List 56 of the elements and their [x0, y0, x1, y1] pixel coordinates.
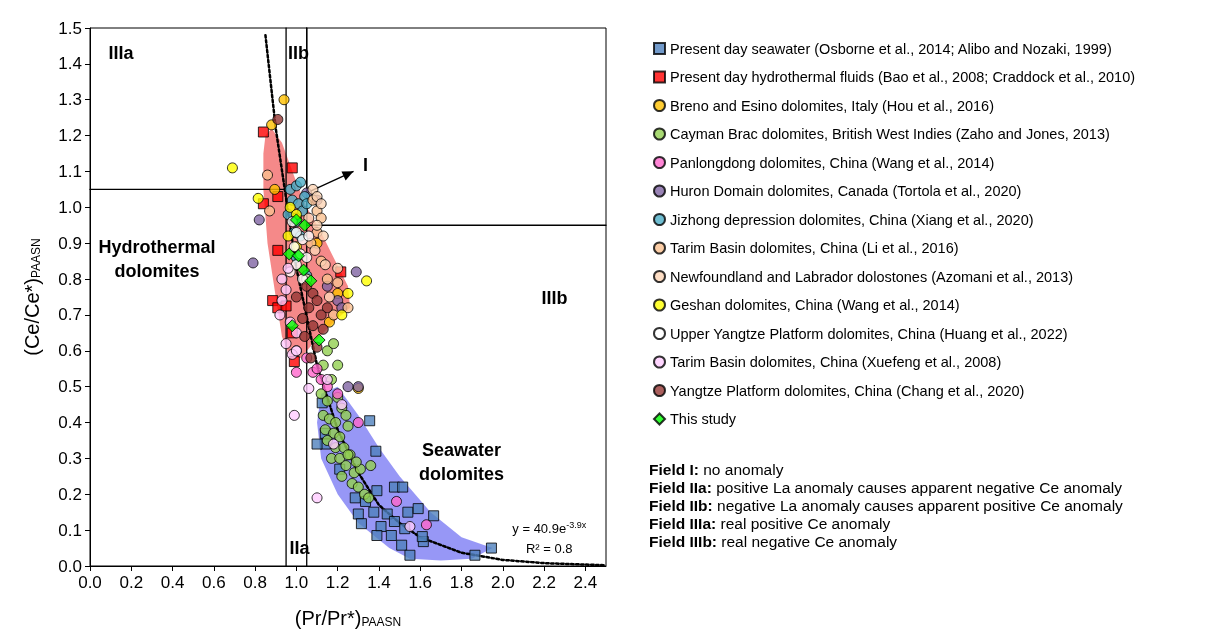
- legend-label: Cayman Brac dolomites, British West Indies (Zaho and Jones, 2013): [670, 126, 1110, 142]
- x-tick-label: 1.2: [325, 573, 350, 592]
- x-tick-label: 0.2: [119, 573, 144, 592]
- annotation: IIIa: [108, 43, 135, 64]
- y-tick-label: 1.2: [58, 126, 82, 146]
- y-tick-label: 0.7: [58, 305, 82, 325]
- legend-label: Geshan dolomites, China (Wang et al., 2014): [670, 297, 960, 313]
- x-tick-label: 1.8: [449, 573, 474, 592]
- legend-label: Present day seawater (Osborne et al., 2014; Alibo and Nozaki, 1999): [670, 40, 1112, 57]
- y-tick-label: 0.2: [58, 484, 82, 504]
- annotation: R² = 0.8: [525, 540, 573, 556]
- text: Field I: no anomaly: [649, 460, 784, 478]
- x-tick-label: 0.8: [243, 573, 267, 592]
- annotation: Hydrothermal dolomites: [98, 236, 216, 281]
- y-tick-label: 0.8: [58, 269, 82, 289]
- y-tick-label: 0.0: [58, 556, 82, 576]
- y-tick-label: 1.0: [58, 197, 82, 217]
- legend-label: Present day hydrothermal fluids (Bao et al., 2008; Craddock et al., 2010): [670, 69, 1136, 85]
- y-tick-label: 0.5: [58, 377, 82, 397]
- legend-label: Jizhong depression dolomites, China (Xiang et al., 2020): [670, 211, 1034, 228]
- legend-label: Breno and Esino dolomites, Italy (Hou et al., 2016): [670, 97, 995, 114]
- y-tick-label: 0.1: [58, 520, 82, 540]
- y-tick-label: 1.5: [58, 18, 82, 38]
- x-tick-label: 0.4: [160, 573, 185, 592]
- y-tick-label: 0.3: [58, 448, 82, 468]
- annotation: I: [363, 155, 369, 176]
- x-tick-label: 0.6: [202, 573, 226, 592]
- annotation: Seawater dolomites: [419, 439, 505, 484]
- legend-label: Tarim Basin dolomites, China (Xuefeng et al., 2008): [670, 354, 1002, 370]
- x-tick-label: 1.0: [284, 573, 309, 592]
- x-tick-label: 2.2: [532, 573, 556, 592]
- y-tick-label: 1.4: [58, 54, 82, 74]
- y-tick-label: 0.4: [58, 413, 82, 433]
- legend-label: Yangtze Platform dolomites, China (Chang et al., 2020): [670, 382, 1025, 399]
- x-tick-label: 2.0: [490, 573, 515, 592]
- text: Field IIb: negative La anomaly causes apparent positive Ce anomaly: [649, 496, 1124, 514]
- text: Field IIa: positive La anomaly causes apparent negative Ce anomaly: [649, 478, 1123, 496]
- y-tick-label: 1.1: [58, 161, 82, 181]
- y-tick-label: 0.6: [58, 341, 82, 361]
- legend-label: Newfoundland and Labrador dolostones (Azomani et al., 2013): [670, 268, 1074, 285]
- x-tick-label: 1.4: [367, 573, 391, 592]
- x-axis-title: (Pr/Pr*)PAASN: [294, 607, 402, 629]
- x-tick-label: 0.0: [78, 573, 102, 592]
- text: Field IIIb: real negative Ce anomaly: [649, 532, 898, 550]
- x-tick-label: 1.6: [408, 573, 433, 592]
- x-tick-label: 2.4: [573, 573, 598, 592]
- legend-label: Upper Yangtze Platform dolomites, China (Huang et al., 2022): [670, 325, 1068, 342]
- legend-label: Huron Domain dolomites, Canada (Tortola et al., 2020): [670, 183, 1022, 199]
- y-tick-label: 1.3: [58, 90, 82, 110]
- legend-label: Panlongdong dolomites, China (Wang et al., 2014): [670, 154, 995, 171]
- annotation: IIIb: [541, 288, 568, 309]
- legend-label: This study: [670, 411, 737, 427]
- y-axis-title: (Ce/Ce*)PAASN: [21, 238, 43, 356]
- y-tick-label: 0.9: [58, 233, 82, 253]
- text: Field IIIa: real positive Ce anomaly: [649, 514, 891, 532]
- legend-label: Tarim Basin dolomites, China (Li et al., 2016): [670, 240, 959, 256]
